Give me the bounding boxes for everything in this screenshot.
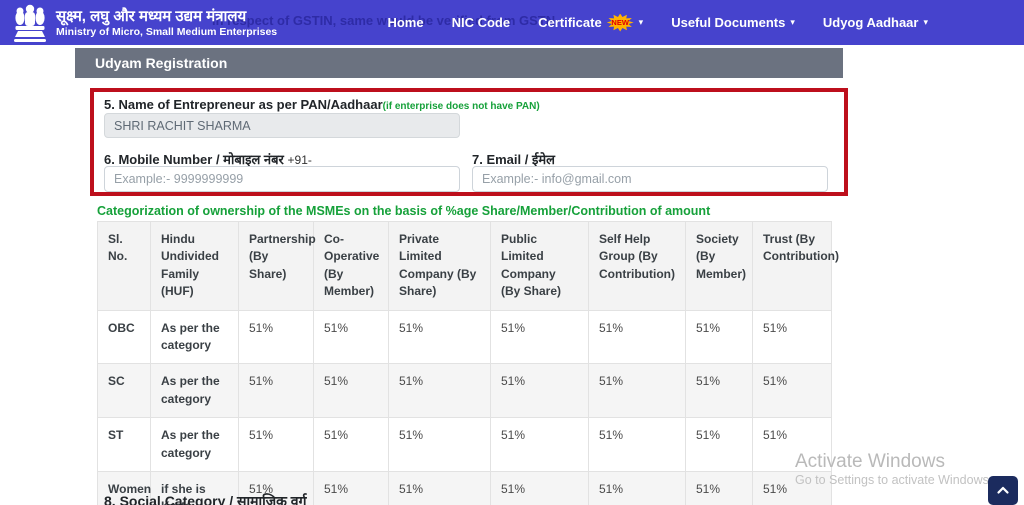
table-row-women: Women if she is Karta 51% 51% 51% 51% 51… [97, 470, 832, 505]
cell: 51% [685, 363, 753, 419]
field5-label-text: 5. Name of Entrepreneur as per PAN/Aadha… [104, 97, 383, 112]
cell: 51% [388, 363, 491, 419]
nav-item-nic-code-label: NIC Code [451, 15, 511, 30]
nav-item-udyog-aadhaar[interactable]: Udyog Aadhaar ▾ [823, 15, 928, 30]
cell: OBC [97, 309, 151, 365]
ministry-title-english: Ministry of Micro, Small Medium Enterpri… [56, 25, 278, 38]
nav-item-udyog-aadhaar-label: Udyog Aadhaar [822, 15, 919, 30]
cell: 51% [238, 363, 314, 419]
col-header: Public Limited Company (By Share) [490, 221, 589, 311]
social-category-section-label: 8. Social Category / सामाजिक वर्ग [104, 493, 307, 505]
mobile-number-input[interactable] [104, 166, 460, 192]
new-starburst-badge: NEW [606, 13, 634, 32]
col-header: Co-Operative (By Member) [313, 221, 389, 311]
cell: 51% [752, 309, 832, 365]
cell: 51% [388, 309, 491, 365]
cell: 51% [238, 417, 314, 472]
activate-windows-watermark: Activate Windows Go to Settings to activ… [795, 451, 992, 488]
watermark-line2: Go to Settings to activate Windows. [795, 473, 993, 487]
col-header: Self Help Group (By Contribution) [588, 221, 686, 311]
watermark-line1: Activate Windows [795, 451, 945, 472]
cell: 51% [588, 417, 686, 472]
cell: As per the category [150, 363, 239, 419]
chevron-down-icon: ▾ [790, 17, 795, 27]
top-navbar: in respect of GSTIN, same would be verif… [0, 0, 1024, 45]
field5-hint: (if enterprise does not have PAN) [382, 101, 540, 112]
cell: 51% [490, 309, 589, 365]
table-row-obc: OBC As per the category 51% 51% 51% 51% … [97, 309, 832, 365]
cell: Women [97, 470, 151, 505]
cell: 51% [313, 470, 389, 505]
cell: 51% [313, 309, 389, 365]
ministry-brand[interactable]: सूक्ष्म, लघु और मध्यम उद्यम मंत्रालय Min… [12, 3, 277, 43]
cell: 51% [490, 417, 589, 472]
chevron-up-icon [997, 486, 1009, 494]
field6-label-text: 6. Mobile Number / मोबाइल नंबर [104, 152, 284, 167]
cell: 51% [238, 470, 314, 505]
col-header: Sl. No. [97, 221, 151, 311]
cell: 51% [685, 309, 753, 365]
col-header: Private Limited Company (By Share) [388, 221, 491, 311]
cell: 51% [752, 417, 832, 472]
field7-label-text: 7. Email / ईमेल [472, 152, 555, 167]
nav-menu: Home NIC Code Certificate NEW ▾ Useful D… [387, 0, 928, 45]
table-row-sc: SC As per the category 51% 51% 51% 51% 5… [97, 363, 832, 419]
cell: if she is Karta [150, 470, 239, 505]
entrepreneur-name-input[interactable] [104, 113, 460, 138]
scroll-to-top-button[interactable] [988, 476, 1018, 505]
cell: As per the category [150, 309, 239, 365]
cell: 51% [588, 470, 686, 505]
field6-label: 6. Mobile Number / मोबाइल नंबर +91- [104, 150, 312, 168]
nav-item-home-label: Home [387, 15, 424, 30]
chevron-down-icon: ▾ [923, 17, 928, 27]
email-input[interactable] [472, 166, 828, 192]
cell: 51% [685, 470, 753, 505]
cell: 51% [490, 363, 589, 419]
field5-label: 5. Name of Entrepreneur as per PAN/Aadha… [104, 97, 540, 112]
col-header: Trust (By Contribution) [752, 221, 839, 311]
field6-suffix: +91- [287, 153, 312, 167]
india-emblem-icon [14, 4, 46, 42]
col-header: Partnership (By Share) [238, 221, 316, 311]
col-header: Hindu Undivided Family (HUF) [150, 221, 239, 311]
cell: ST [97, 417, 151, 472]
ministry-title: सूक्ष्म, लघु और मध्यम उद्यम मंत्रालय Min… [56, 8, 277, 39]
cell: 51% [490, 470, 589, 505]
gstin-marquee-notice: in respect of GSTIN, same would be verif… [212, 13, 559, 28]
cell: 51% [388, 417, 491, 472]
cell: 51% [685, 417, 753, 472]
nav-item-nic-code[interactable]: NIC Code [452, 15, 511, 30]
col-header: Society (By Member) [685, 221, 753, 311]
table-row-st: ST As per the category 51% 51% 51% 51% 5… [97, 417, 832, 472]
ownership-categorization-table: Sl. No. Hindu Undivided Family (HUF) Par… [97, 221, 839, 505]
cell: 51% [238, 309, 314, 365]
table-header-row: Sl. No. Hindu Undivided Family (HUF) Par… [97, 221, 839, 311]
page-title: Udyam Registration [75, 48, 843, 78]
cell: 51% [588, 309, 686, 365]
nav-item-useful-documents-label: Useful Documents [671, 15, 786, 30]
cell: 51% [588, 363, 686, 419]
entrepreneur-details-highlight-box: 5. Name of Entrepreneur as per PAN/Aadha… [90, 88, 848, 196]
cell: 51% [752, 363, 832, 419]
nav-item-certificate-label: Certificate [538, 15, 602, 30]
categorization-heading: Categorization of ownership of the MSMEs… [97, 204, 711, 218]
cell: As per the category [150, 417, 239, 472]
chevron-down-icon: ▾ [638, 17, 644, 27]
nav-item-certificate[interactable]: Certificate NEW ▾ [538, 13, 644, 32]
cell: 51% [313, 363, 389, 419]
cell: 51% [313, 417, 389, 472]
cell: SC [97, 363, 151, 419]
cell: 51% [752, 470, 832, 505]
nav-item-useful-documents[interactable]: Useful Documents ▾ [671, 15, 795, 30]
nav-item-home[interactable]: Home [387, 15, 423, 30]
cell: 51% [388, 470, 491, 505]
ministry-title-hindi: सूक्ष्म, लघु और मध्यम उद्यम मंत्रालय [56, 7, 247, 25]
field7-label: 7. Email / ईमेल [472, 150, 555, 168]
